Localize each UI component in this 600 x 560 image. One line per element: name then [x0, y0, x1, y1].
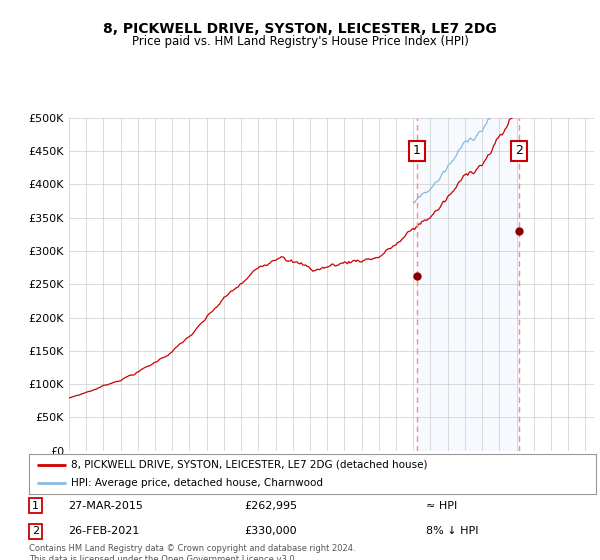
Bar	[417, 118, 519, 451]
Text: 1: 1	[32, 501, 39, 511]
Text: Price paid vs. HM Land Registry's House Price Index (HPI): Price paid vs. HM Land Registry's House …	[131, 35, 469, 48]
Text: HPI: Average price, detached house, Charnwood: HPI: Average price, detached house, Char…	[71, 478, 323, 488]
Text: 26-FEB-2021: 26-FEB-2021	[68, 526, 140, 536]
Text: 27-MAR-2015: 27-MAR-2015	[68, 501, 143, 511]
Text: 2: 2	[32, 526, 39, 536]
Text: 8, PICKWELL DRIVE, SYSTON, LEICESTER, LE7 2DG: 8, PICKWELL DRIVE, SYSTON, LEICESTER, LE…	[103, 22, 497, 36]
Text: ≈ HPI: ≈ HPI	[426, 501, 457, 511]
Text: £330,000: £330,000	[244, 526, 297, 536]
Text: £262,995: £262,995	[244, 501, 298, 511]
Text: 1: 1	[413, 144, 421, 157]
Text: Contains HM Land Registry data © Crown copyright and database right 2024.
This d: Contains HM Land Registry data © Crown c…	[29, 544, 355, 560]
Text: 2: 2	[515, 144, 523, 157]
Text: 8, PICKWELL DRIVE, SYSTON, LEICESTER, LE7 2DG (detached house): 8, PICKWELL DRIVE, SYSTON, LEICESTER, LE…	[71, 460, 428, 470]
Text: 8% ↓ HPI: 8% ↓ HPI	[426, 526, 478, 536]
